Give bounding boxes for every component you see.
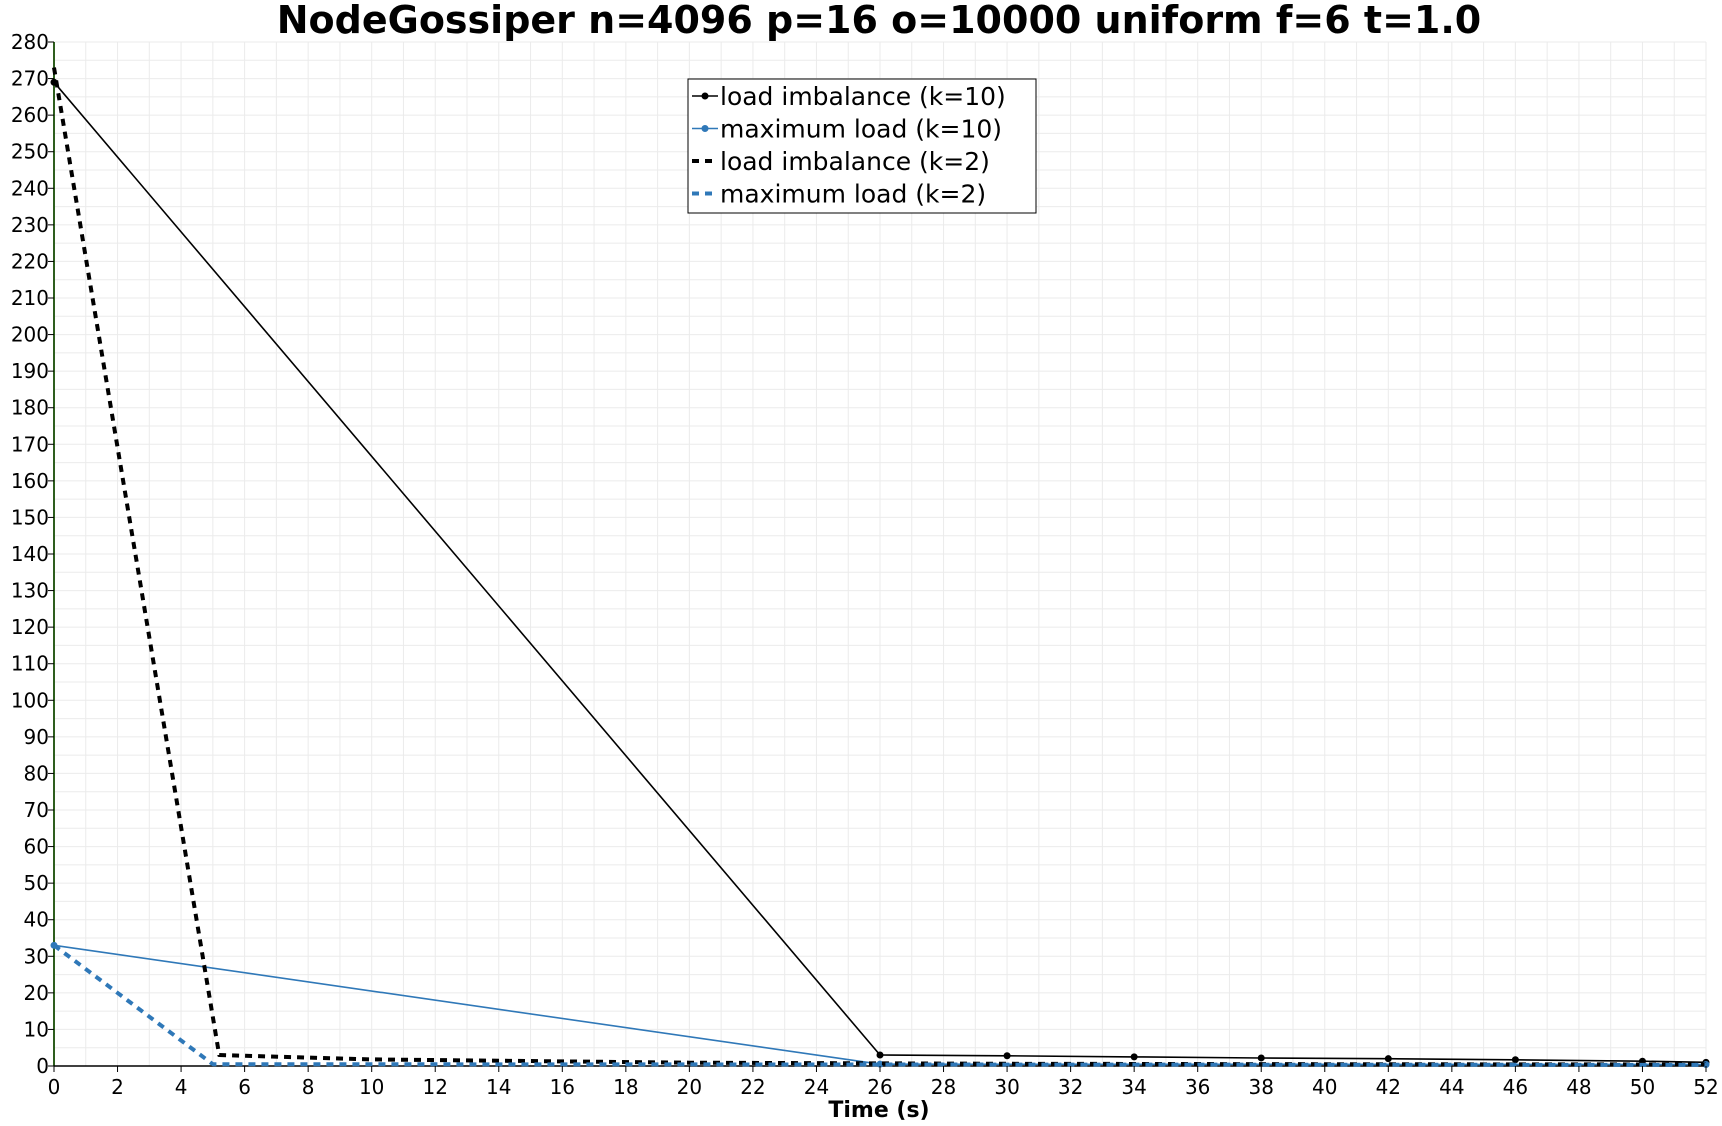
x-tick-label: 32 xyxy=(1058,1075,1083,1099)
data-point xyxy=(1257,1054,1265,1062)
x-tick-label: 20 xyxy=(677,1075,702,1099)
x-tick-label: 30 xyxy=(994,1075,1019,1099)
y-tick-label: 160 xyxy=(11,469,49,493)
y-tick-label: 220 xyxy=(11,249,49,273)
y-tick-label: 210 xyxy=(11,286,49,310)
x-tick-label: 24 xyxy=(804,1075,829,1099)
y-tick-label: 130 xyxy=(11,579,49,603)
chart-title: NodeGossiper n=4096 p=16 o=10000 uniform… xyxy=(277,0,1482,42)
y-tick-label: 250 xyxy=(11,140,49,164)
legend-label: maximum load (k=10) xyxy=(720,115,1002,144)
legend-marker xyxy=(701,92,709,100)
series-4 xyxy=(52,943,1707,1067)
legend-box xyxy=(687,78,1037,214)
x-axis-label: Time (s) xyxy=(828,1098,929,1123)
y-tick-label: 180 xyxy=(11,396,49,420)
y-tick-label: 70 xyxy=(24,798,49,822)
y-tick-label: 190 xyxy=(11,359,49,383)
y-tick-label: 50 xyxy=(24,871,49,895)
y-tick-label: 120 xyxy=(11,615,49,639)
x-tick-label: 22 xyxy=(740,1075,765,1099)
x-tick-label: 50 xyxy=(1630,1075,1655,1099)
x-tick-label: 12 xyxy=(423,1075,448,1099)
x-tick-label: 18 xyxy=(613,1075,638,1099)
x-tick-label: 14 xyxy=(486,1075,511,1099)
series-layer xyxy=(50,67,1710,1069)
y-tick-label: 140 xyxy=(11,542,49,566)
data-point xyxy=(1003,1052,1011,1060)
y-tick-label: 260 xyxy=(11,103,49,127)
y-tick-label: 150 xyxy=(11,505,49,529)
data-point xyxy=(876,1051,884,1059)
x-tick-label: 44 xyxy=(1439,1075,1464,1099)
y-tick-label: 100 xyxy=(11,688,49,712)
y-tick-label: 60 xyxy=(24,835,49,859)
x-tick-label: 52 xyxy=(1693,1075,1718,1099)
y-tick-label: 270 xyxy=(11,67,49,91)
series-1 xyxy=(50,78,1710,1066)
legend-label: load imbalance (k=2) xyxy=(720,147,990,176)
x-tick-label: 0 xyxy=(48,1075,61,1099)
y-tick-label: 30 xyxy=(24,944,49,968)
y-tick-label: 40 xyxy=(24,908,49,932)
y-tick-label: 170 xyxy=(11,432,49,456)
x-tick-label: 6 xyxy=(238,1075,251,1099)
y-tick-label: 110 xyxy=(11,652,49,676)
x-tick-label: 4 xyxy=(175,1075,188,1099)
data-point xyxy=(1384,1055,1392,1063)
y-tick-label: 20 xyxy=(24,981,49,1005)
x-tick-label: 40 xyxy=(1312,1075,1337,1099)
x-tick-label: 8 xyxy=(302,1075,315,1099)
x-tick-label: 48 xyxy=(1566,1075,1591,1099)
y-tick-label: 0 xyxy=(36,1054,49,1078)
series-line xyxy=(52,67,1707,1067)
grid-layer xyxy=(53,41,1707,1067)
data-point xyxy=(1130,1053,1138,1061)
y-tick-label: 280 xyxy=(11,30,49,54)
x-tick-label: 2 xyxy=(111,1075,124,1099)
x-tick-label: 34 xyxy=(1121,1075,1146,1099)
x-tick-label: 46 xyxy=(1503,1075,1528,1099)
series-3 xyxy=(52,67,1707,1067)
x-tick-label: 38 xyxy=(1249,1075,1274,1099)
legend-marker xyxy=(701,125,709,132)
x-tick-label: 36 xyxy=(1185,1075,1210,1099)
x-tick-label: 42 xyxy=(1376,1075,1401,1099)
x-tick-label: 26 xyxy=(867,1075,892,1099)
x-tick-label: 16 xyxy=(550,1075,575,1099)
y-tick-label: 230 xyxy=(11,213,49,237)
y-tick-label: 240 xyxy=(11,176,49,200)
legend-label: maximum load (k=2) xyxy=(720,180,986,209)
y-tick-label: 80 xyxy=(24,761,49,785)
y-tick-label: 10 xyxy=(24,1017,49,1041)
y-tick-label: 90 xyxy=(24,725,49,749)
x-tick-label: 28 xyxy=(931,1075,956,1099)
x-tick-label: 10 xyxy=(359,1075,384,1099)
legend: load imbalance (k=10) maximum load (k=10)… xyxy=(687,78,1037,214)
legend-label: load imbalance (k=10) xyxy=(720,82,1006,111)
series-line xyxy=(52,943,1707,1067)
ticks-layer: 0102030405060708090100110120130140150160… xyxy=(11,30,1719,1099)
data-point xyxy=(1511,1056,1519,1064)
y-tick-label: 200 xyxy=(11,323,49,347)
